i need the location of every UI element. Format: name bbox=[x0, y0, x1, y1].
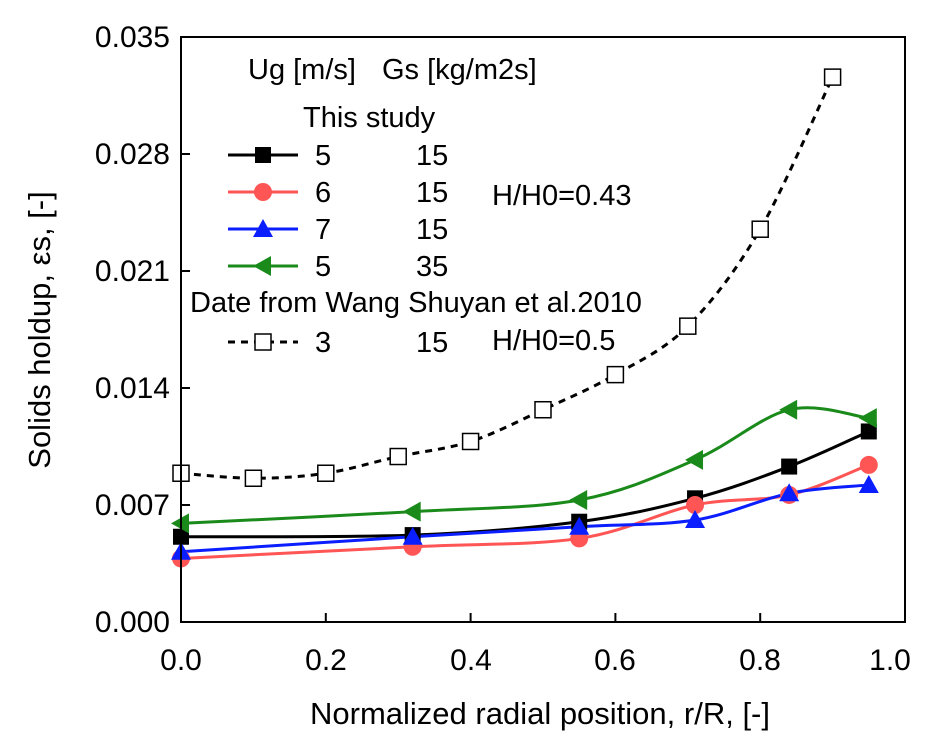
x-tick-labels: 0.0 0.2 0.4 0.6 0.8 1.0 bbox=[160, 644, 911, 677]
data-point bbox=[686, 496, 705, 514]
data-point bbox=[779, 483, 800, 502]
data-point bbox=[244, 469, 263, 488]
legend-ug-value: 5 bbox=[315, 251, 331, 283]
y-tick-label: 0.021 bbox=[95, 255, 170, 288]
data-point bbox=[389, 447, 407, 466]
data-point bbox=[402, 526, 423, 545]
series-line bbox=[180, 430, 870, 539]
legend-ug-value: 7 bbox=[315, 214, 331, 246]
data-point bbox=[569, 516, 590, 535]
legend-ug-value: 3 bbox=[315, 327, 331, 359]
legend-rows: 5 15 6 15 7 15 5 35 3 15 bbox=[228, 140, 448, 359]
legend: Ug [m/s] Gs [kg/m2s] This study H/H0=0.4… bbox=[190, 54, 642, 359]
axis-ticks bbox=[180, 36, 906, 623]
legend-marker bbox=[254, 333, 272, 351]
legend-header-gs: Gs [kg/m2s] bbox=[382, 54, 537, 86]
legend-marker bbox=[253, 219, 273, 237]
y-tick-label: 0.014 bbox=[95, 372, 170, 405]
y-tick-labels: 0.000 0.007 0.014 0.021 0.028 0.035 bbox=[95, 21, 170, 639]
data-point bbox=[402, 501, 421, 522]
x-tick-label: 0.6 bbox=[594, 644, 636, 677]
y-axis-title: Solids holdup, εs, [-] bbox=[22, 191, 57, 468]
data-point bbox=[860, 423, 877, 440]
data-point bbox=[569, 489, 588, 510]
legend-header-ug: Ug [m/s] bbox=[248, 54, 356, 86]
legend-gs-value: 15 bbox=[416, 214, 448, 246]
plot-frame bbox=[180, 36, 906, 623]
legend-ug-value: 5 bbox=[315, 140, 331, 172]
y-tick-label: 0.028 bbox=[95, 138, 170, 171]
data-point bbox=[779, 399, 798, 420]
legend-gs-value: 15 bbox=[416, 140, 448, 172]
data-point bbox=[781, 458, 798, 475]
legend-group2-title: Date from Wang Shuyan et al.2010 bbox=[190, 287, 642, 319]
x-axis-title: Normalized radial position, r/R, [-] bbox=[310, 696, 770, 731]
legend-ug-value: 6 bbox=[315, 177, 331, 209]
data-point bbox=[859, 455, 878, 474]
legend-group1-title: This study bbox=[303, 102, 436, 134]
x-tick-label: 0.4 bbox=[450, 644, 492, 677]
legend-gs-value: 35 bbox=[416, 251, 448, 283]
legend-gs-value: 15 bbox=[416, 327, 448, 359]
data-point bbox=[679, 317, 697, 335]
x-tick-label: 0.0 bbox=[160, 644, 202, 677]
legend-marker bbox=[254, 183, 272, 201]
y-tick-label: 0.007 bbox=[95, 489, 170, 522]
legend-group2-condition: H/H0=0.5 bbox=[492, 325, 615, 357]
x-tick-label: 1.0 bbox=[869, 644, 911, 677]
y-tick-label: 0.035 bbox=[95, 21, 170, 54]
data-point bbox=[606, 365, 625, 384]
data-point bbox=[317, 464, 335, 482]
series-line bbox=[180, 76, 834, 480]
legend-gs-value: 15 bbox=[416, 177, 448, 209]
legend-marker bbox=[255, 147, 271, 163]
data-point bbox=[858, 408, 877, 429]
data-point bbox=[858, 474, 879, 493]
data-point bbox=[534, 400, 552, 419]
data-point bbox=[685, 510, 706, 529]
y-tick-label: 0.000 bbox=[95, 606, 170, 639]
legend-marker bbox=[253, 256, 271, 276]
x-tick-label: 0.2 bbox=[305, 644, 347, 677]
legend-group1-condition: H/H0=0.43 bbox=[492, 180, 631, 212]
x-tick-label: 0.8 bbox=[739, 644, 781, 677]
data-point bbox=[751, 220, 769, 238]
data-point bbox=[461, 432, 480, 451]
data-point bbox=[685, 449, 704, 470]
series-line bbox=[180, 406, 870, 525]
data-point bbox=[823, 68, 842, 86]
